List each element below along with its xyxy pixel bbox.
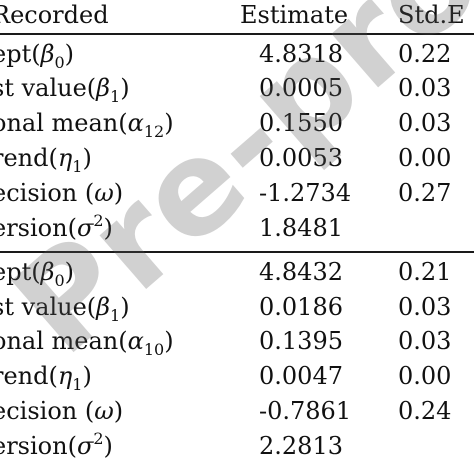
std-error-value: 0.03 bbox=[398, 327, 452, 355]
parameter-label: ecision (ω) bbox=[0, 397, 124, 425]
header-rule bbox=[0, 33, 474, 35]
estimate-value: 2.2813 bbox=[259, 432, 343, 460]
std-error-value: 0.03 bbox=[398, 109, 452, 137]
table-row: onal mean(α10) 0.1395 0.03 bbox=[0, 324, 474, 359]
estimate-value: 4.8318 bbox=[259, 40, 343, 68]
estimate-value: -1.2734 bbox=[259, 179, 352, 207]
estimate-value: 4.8432 bbox=[259, 258, 343, 286]
estimate-value: 1.8481 bbox=[259, 214, 343, 242]
parameter-label: rend(η1) bbox=[0, 362, 92, 394]
header-label: Recorded bbox=[0, 1, 109, 29]
parameter-label: st value(β1) bbox=[0, 293, 130, 325]
parameter-label: ept(β0) bbox=[0, 258, 75, 290]
table-row: ept(β0) 4.8318 0.22 bbox=[0, 37, 474, 72]
std-error-value: 0.24 bbox=[398, 397, 452, 425]
table-row: rend(η1) 0.0047 0.00 bbox=[0, 359, 474, 394]
header-std-error: Std.E bbox=[398, 1, 465, 29]
table-row: ersion(σ2) 2.2813 bbox=[0, 429, 474, 463]
table-row: ecision (ω) -1.2734 0.27 bbox=[0, 176, 474, 210]
parameter-label: st value(β1) bbox=[0, 74, 130, 106]
std-error-value: 0.03 bbox=[398, 74, 452, 102]
estimate-value: 0.1550 bbox=[259, 109, 343, 137]
estimate-value: 0.0186 bbox=[259, 293, 343, 321]
parameter-label: ept(β0) bbox=[0, 40, 75, 72]
parameter-label: ecision (ω) bbox=[0, 179, 124, 207]
table-row: ept(β0) 4.8432 0.21 bbox=[0, 255, 474, 290]
std-error-value: 0.22 bbox=[398, 40, 452, 68]
std-error-value: 0.27 bbox=[398, 179, 452, 207]
header-estimate: Estimate bbox=[240, 1, 349, 29]
parameter-label: rend(η1) bbox=[0, 144, 92, 176]
std-error-value: 0.00 bbox=[398, 144, 452, 172]
parameter-label: ersion(σ2) bbox=[0, 211, 113, 242]
header-row: Recorded Estimate Std.E bbox=[0, 0, 474, 32]
table-row: st value(β1) 0.0186 0.03 bbox=[0, 290, 474, 325]
parameter-label: onal mean(α12) bbox=[0, 109, 174, 141]
estimate-value: 0.0005 bbox=[259, 74, 343, 102]
parameter-label: onal mean(α10) bbox=[0, 327, 174, 359]
parameter-label: ersion(σ2) bbox=[0, 429, 113, 460]
estimate-value: 0.1395 bbox=[259, 327, 343, 355]
estimate-value: 0.0053 bbox=[259, 144, 343, 172]
estimate-value: -0.7861 bbox=[259, 397, 352, 425]
table-row: st value(β1) 0.0005 0.03 bbox=[0, 71, 474, 106]
table-row: ersion(σ2) 1.8481 bbox=[0, 211, 474, 245]
section-divider bbox=[0, 251, 474, 253]
std-error-value: 0.21 bbox=[398, 258, 452, 286]
std-error-value: 0.03 bbox=[398, 293, 452, 321]
table-row: ecision (ω) -0.7861 0.24 bbox=[0, 394, 474, 428]
table-row: rend(η1) 0.0053 0.00 bbox=[0, 141, 474, 176]
estimate-value: 0.0047 bbox=[259, 362, 343, 390]
std-error-value: 0.00 bbox=[398, 362, 452, 390]
table-row: onal mean(α12) 0.1550 0.03 bbox=[0, 106, 474, 141]
